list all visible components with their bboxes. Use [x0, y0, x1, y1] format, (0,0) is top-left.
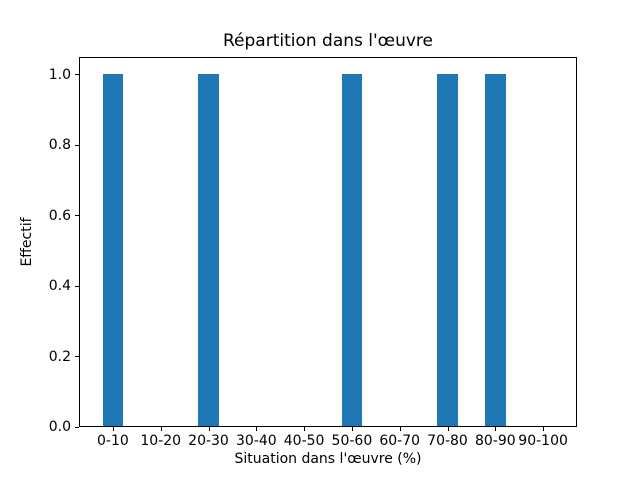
plot-area [79, 57, 577, 427]
x-tick-label-40-50: 40-50 [283, 433, 325, 449]
x-tick-mark-10-20 [160, 427, 162, 431]
y-tick-mark-0.4 [75, 285, 79, 287]
x-tick-mark-50-60 [351, 427, 353, 431]
x-tick-label-30-40: 30-40 [235, 433, 277, 449]
y-tick-label-0.4: 0.4 [48, 278, 71, 295]
y-tick-label-0.0: 0.0 [48, 419, 71, 435]
y-tick-label-0.8: 0.8 [48, 137, 71, 154]
x-tick-mark-30-40 [256, 427, 258, 431]
bar-70-80 [437, 73, 458, 426]
x-tick-label-70-80: 70-80 [427, 433, 468, 449]
chart-title: Répartition dans l'œuvre [222, 31, 433, 51]
x-tick-mark-80-90 [495, 427, 497, 431]
bar-0-10 [102, 73, 124, 426]
x-tick-label-90-100: 90-100 [518, 433, 568, 449]
bar-50-60 [341, 73, 363, 426]
bar-80-90 [485, 73, 506, 426]
x-tick-mark-70-80 [447, 427, 449, 431]
y-tick-mark-0.0 [75, 426, 79, 428]
y-axis-label: Effectif [19, 217, 35, 267]
y-tick-label-0.2: 0.2 [48, 348, 71, 365]
y-tick-label-0.6: 0.6 [48, 207, 71, 224]
x-axis-label: Situation dans l'œuvre (%) [234, 451, 422, 467]
x-tick-label-20-30: 20-30 [188, 433, 229, 449]
x-tick-mark-40-50 [304, 427, 306, 431]
bars-layer [80, 58, 576, 426]
x-tick-mark-60-70 [399, 427, 401, 431]
x-tick-label-0-10: 0-10 [97, 433, 129, 449]
y-tick-mark-0.8 [75, 144, 79, 146]
x-tick-label-80-90: 80-90 [474, 433, 516, 449]
y-tick-label-1.0: 1.0 [48, 66, 71, 83]
x-tick-mark-90-100 [543, 427, 545, 431]
x-tick-label-10-20: 10-20 [140, 433, 182, 449]
y-tick-mark-0.6 [75, 215, 79, 217]
y-tick-mark-1.0 [75, 74, 79, 76]
bar-20-30 [198, 73, 219, 426]
y-tick-mark-0.2 [75, 356, 79, 358]
x-tick-label-60-70: 60-70 [379, 433, 421, 449]
x-tick-mark-0-10 [112, 427, 114, 431]
x-tick-mark-20-30 [208, 427, 210, 431]
x-tick-label-50-60: 50-60 [331, 433, 373, 449]
